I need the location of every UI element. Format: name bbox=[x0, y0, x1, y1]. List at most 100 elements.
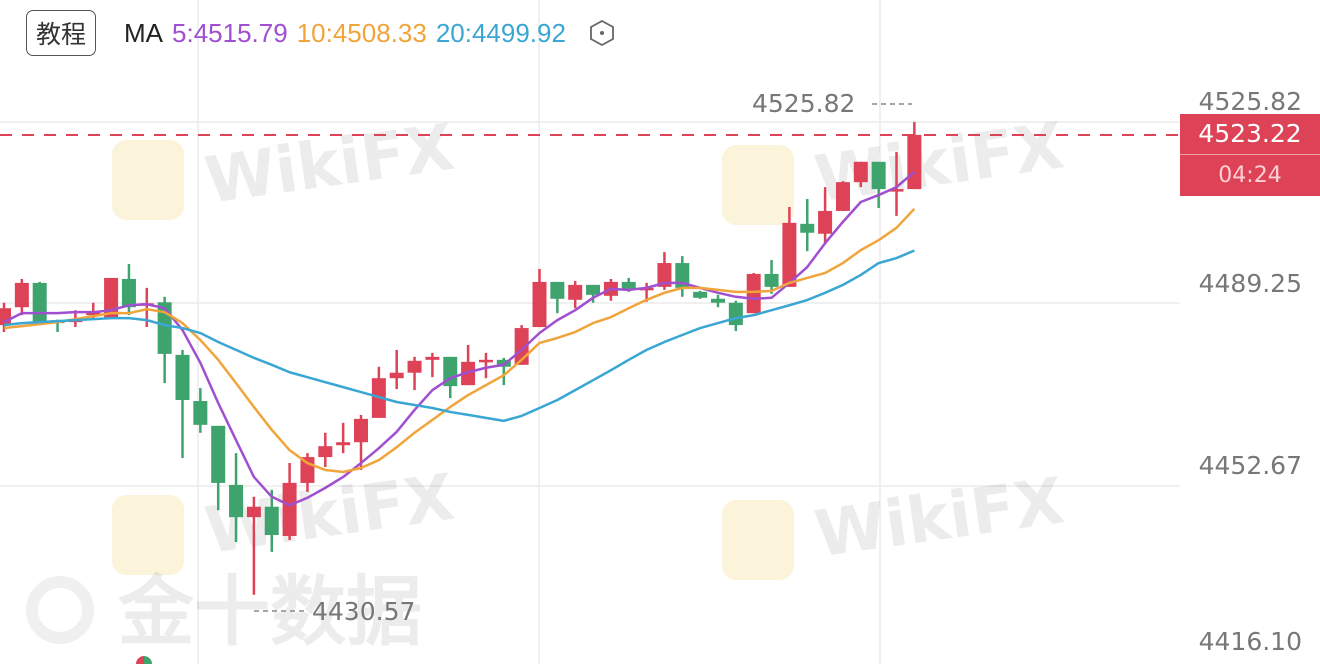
candle-body bbox=[229, 484, 244, 518]
candle-body bbox=[425, 356, 440, 360]
candle-body bbox=[318, 446, 333, 458]
candle-body bbox=[336, 442, 351, 446]
candle-body bbox=[889, 189, 904, 192]
candle bbox=[728, 300, 743, 332]
candle-body bbox=[478, 359, 493, 363]
candle-body bbox=[568, 284, 583, 300]
candle-body bbox=[211, 425, 226, 483]
candle-body bbox=[764, 273, 779, 287]
ma5-value: 5:4515.79 bbox=[172, 17, 288, 48]
candle-body bbox=[621, 281, 636, 290]
hexagon-settings-icon[interactable] bbox=[588, 19, 616, 47]
candle bbox=[782, 206, 797, 287]
wikifx-logo-icon bbox=[112, 140, 184, 220]
candles bbox=[0, 122, 922, 595]
candle bbox=[282, 463, 297, 540]
y-axis: 4525.82 4489.25 4452.67 4416.10 bbox=[1199, 87, 1302, 656]
ma20-line bbox=[3, 249, 915, 423]
candle bbox=[764, 260, 779, 294]
tutorial-button[interactable]: 教程 bbox=[26, 10, 97, 56]
candle bbox=[407, 356, 422, 391]
current-price: 4523.22 bbox=[1180, 114, 1320, 155]
high-marker: 4525.82 bbox=[752, 89, 912, 118]
ma-lines bbox=[3, 170, 916, 507]
wikifx-logo-icon bbox=[722, 500, 794, 580]
candle bbox=[835, 181, 850, 211]
candle-body bbox=[389, 372, 404, 379]
candle-body bbox=[246, 506, 261, 518]
candle bbox=[693, 290, 708, 299]
y-tick-label: 4525.82 bbox=[1199, 87, 1302, 116]
candle bbox=[532, 269, 547, 328]
candle bbox=[425, 352, 440, 378]
candle bbox=[175, 349, 190, 459]
candle bbox=[461, 344, 476, 386]
candle-body bbox=[835, 182, 850, 211]
candle-body bbox=[407, 360, 422, 373]
candle-body bbox=[264, 506, 279, 536]
current-price-badge: 4523.22 04:24 bbox=[1180, 114, 1320, 196]
candle-body bbox=[693, 291, 708, 298]
y-tick-label: 4489.25 bbox=[1199, 269, 1302, 298]
candle-body bbox=[782, 222, 797, 287]
candle-body bbox=[586, 284, 601, 295]
candle-body bbox=[907, 134, 922, 190]
candle-body bbox=[14, 282, 29, 308]
ma-label: MA bbox=[124, 17, 164, 48]
candle bbox=[800, 199, 815, 252]
candle bbox=[121, 264, 136, 316]
watermark-wikifx: WikiFX bbox=[811, 464, 1069, 572]
candle bbox=[711, 294, 725, 308]
candle-body bbox=[853, 161, 868, 183]
candle-body bbox=[550, 281, 565, 299]
wikifx-logo-icon bbox=[722, 145, 794, 225]
candle-body bbox=[121, 278, 136, 308]
candle bbox=[318, 432, 333, 468]
candle-body bbox=[818, 210, 833, 234]
candle bbox=[389, 349, 404, 390]
candle bbox=[336, 422, 351, 454]
candle-countdown: 04:24 bbox=[1218, 163, 1282, 188]
candle bbox=[193, 388, 208, 433]
candle bbox=[32, 281, 47, 323]
candle-body bbox=[800, 223, 815, 233]
low-marker: 4430.57 bbox=[254, 597, 415, 626]
watermark-jin10: 金十数据 bbox=[117, 567, 422, 656]
wikifx-logo-icon bbox=[112, 495, 184, 575]
ma5-line bbox=[3, 170, 916, 507]
candle-body bbox=[86, 312, 101, 316]
candle-body bbox=[711, 298, 725, 303]
high-price-label: 4525.82 bbox=[752, 89, 855, 118]
candle bbox=[478, 352, 493, 379]
candle bbox=[229, 453, 244, 542]
low-price-label: 4430.57 bbox=[312, 597, 415, 626]
candle bbox=[889, 151, 904, 216]
candle bbox=[246, 496, 261, 595]
candle-body bbox=[657, 263, 672, 287]
ma10-line bbox=[3, 207, 916, 474]
candle bbox=[264, 489, 279, 552]
candle-body bbox=[282, 482, 297, 537]
watermark-wikifx: WikiFX bbox=[201, 111, 459, 219]
ma10-value: 10:4508.33 bbox=[296, 17, 427, 48]
candle bbox=[371, 366, 386, 418]
candle-body bbox=[746, 273, 761, 314]
candle-body bbox=[175, 354, 190, 401]
candle-body bbox=[0, 308, 11, 326]
candle bbox=[14, 278, 29, 316]
candle bbox=[211, 425, 226, 511]
candle-body bbox=[32, 282, 47, 323]
candle-body bbox=[728, 302, 743, 326]
candle bbox=[550, 281, 565, 314]
candle-body bbox=[193, 401, 208, 425]
candle bbox=[871, 161, 886, 208]
candle bbox=[853, 161, 868, 188]
candle bbox=[675, 256, 690, 297]
y-tick-label: 4416.10 bbox=[1199, 627, 1302, 656]
candle-body bbox=[871, 161, 886, 190]
indicator-header: 教程 MA 5:4515.79 10:4508.33 20:4499.92 bbox=[0, 0, 1320, 66]
candle bbox=[354, 414, 368, 471]
candle bbox=[586, 284, 601, 303]
candle-body bbox=[354, 418, 368, 443]
